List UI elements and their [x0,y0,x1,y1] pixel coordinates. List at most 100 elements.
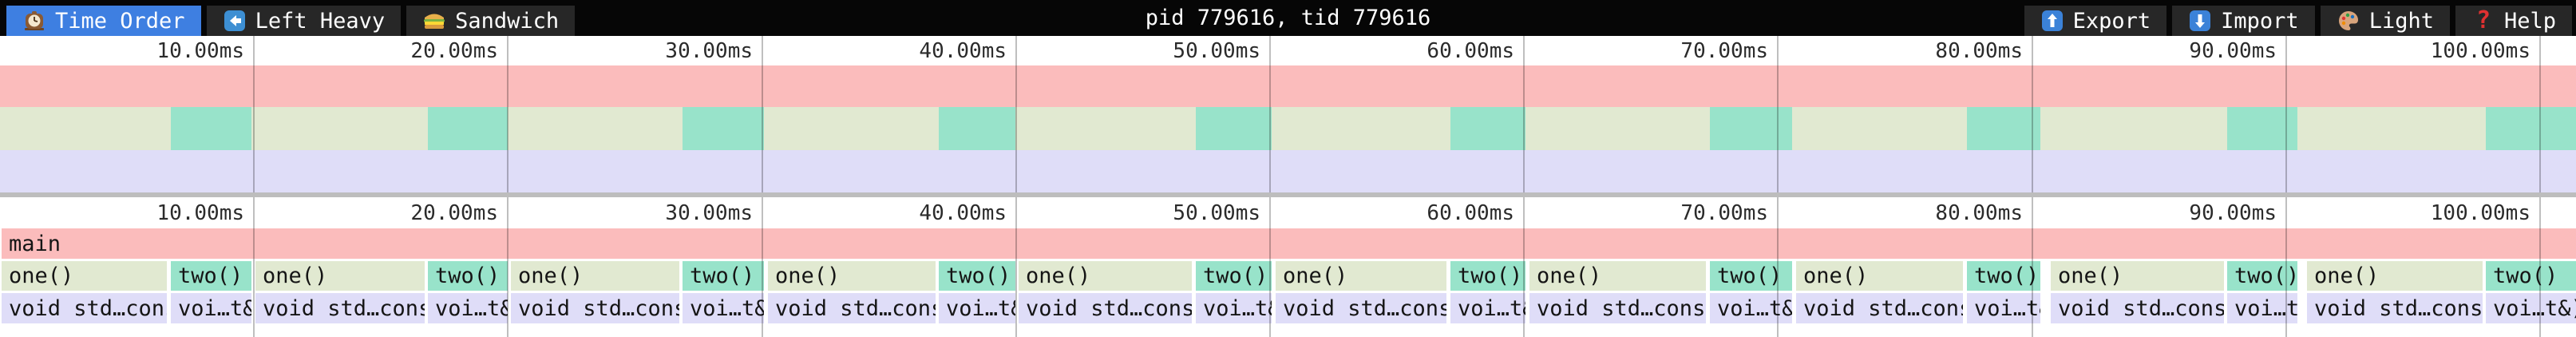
tab-label: Sandwich [455,8,560,34]
minimap-band-mid [0,107,2576,150]
tab-time-order[interactable]: Time Order [6,6,201,36]
minimap-two-segment [939,107,1015,150]
ruler-tick-label: 50.00ms [1173,38,1260,63]
clock-icon [22,9,46,33]
flame-cell-two[interactable]: two() [428,261,508,291]
flame-cell-one[interactable]: one() [511,261,679,291]
ruler-tick-label: 20.00ms [410,200,498,225]
flame-cell-one[interactable]: one() [1276,261,1446,291]
flame-cell-leaf[interactable]: voi…t&) [939,293,1015,323]
palette-icon [2337,9,2360,33]
ruler-tick-label: 70.00ms [1680,38,1768,63]
help-icon: ? [2475,6,2491,34]
flame-cell-leaf[interactable]: void std…const&) [2051,293,2224,323]
ruler-tick-label: 10.00ms [156,38,244,63]
flame-cell-two[interactable]: two() [2227,261,2297,291]
help-button[interactable]: ? Help [2455,6,2572,36]
flame-cell-leaf[interactable]: void std…const&) [2307,293,2483,323]
tab-left-heavy[interactable]: Left Heavy [206,6,402,36]
minimap-two-segment [2227,107,2297,150]
flame-cell-one[interactable]: one() [2,261,167,291]
flame-cell-one[interactable]: one() [1019,261,1192,291]
minimap-two-segment [1710,107,1792,150]
flame-row-mid: one() two() one() two() one() two() one() two()… [0,261,2576,291]
ruler-tick-label: 90.00ms [2189,38,2277,63]
minimap-band-leaf [0,150,2576,192]
flame-cell-leaf[interactable]: void std…const&) [1529,293,1706,323]
flame-cell-leaf[interactable]: void std…const&) [1796,293,1963,323]
flame-cell-leaf[interactable]: void std…const&) [255,293,425,323]
flame-cell-two[interactable]: two() [1450,261,1525,291]
flame-cell-leaf[interactable]: voi…t&) [683,293,764,323]
ruler-tick-label: 60.00ms [1426,200,1514,225]
flame-cell-leaf[interactable]: void std…const&) [768,293,936,323]
minimap-two-segment [2486,107,2576,150]
minimap[interactable] [0,65,2576,192]
flame-cell-one[interactable]: one() [2307,261,2483,291]
action-label: Light [2368,8,2434,34]
flame-time-ruler: 10.00ms 20.00ms 30.00ms 40.00ms 50.00ms 60.00… [0,197,2576,228]
import-icon [2188,9,2212,33]
flame-cell-two[interactable]: two() [171,261,251,291]
tab-sandwich[interactable]: Sandwich [406,6,576,36]
flame-cell-two[interactable]: two() [939,261,1015,291]
ruler-tick-label: 50.00ms [1173,200,1260,225]
action-label: Import [2221,8,2299,34]
left-arrow-icon [223,9,247,33]
flame-cell-two[interactable]: two() [1967,261,2040,291]
action-label: Export [2072,8,2151,34]
theme-toggle-button[interactable]: Light [2320,6,2450,36]
flame-cell-leaf[interactable]: void std…const&) [1276,293,1446,323]
flame-cell-one[interactable]: one() [255,261,425,291]
minimap-two-segment [683,107,764,150]
flame-row-leaf: void std…const&)voi…t&)void std…const&)v… [0,293,2576,323]
ruler-tick-label: 80.00ms [1935,38,2023,63]
flame-cell-leaf[interactable]: voi…t&) [2486,293,2576,323]
ruler-tick-label: 100.00ms [2430,38,2530,63]
flame-cell-leaf[interactable]: voi…t&) [171,293,251,323]
flame-cell-two[interactable]: two() [683,261,764,291]
toolbar: Time Order Left Heavy [0,0,2576,36]
ruler-tick-label: 40.00ms [919,38,1007,63]
flame-cell-one[interactable]: one() [768,261,936,291]
flamegraph: main one() two() one() two() one() two() one()… [0,228,2576,337]
toolbar-actions: Export Import [2024,6,2572,36]
flame-cell-leaf[interactable]: voi…t&) [2227,293,2297,323]
import-button[interactable]: Import [2172,6,2315,36]
flame-cell-two[interactable]: two() [1710,261,1792,291]
tab-label: Left Heavy [255,8,386,34]
minimap-divider [0,192,2576,197]
flame-cell-two[interactable]: two() [2486,261,2576,291]
ruler-tick-label: 30.00ms [665,38,753,63]
flame-cell-leaf[interactable]: void std…const&) [511,293,679,323]
ruler-tick-label: 100.00ms [2430,200,2530,225]
sandwich-icon [422,9,446,33]
action-label: Help [2503,8,2556,34]
minimap-two-segment [171,107,251,150]
flame-row-main: main [0,228,2576,259]
flame-cell-main[interactable]: main [2,228,2576,259]
ruler-tick-label: 10.00ms [156,200,244,225]
ruler-tick-label: 20.00ms [410,38,498,63]
ruler-tick-label: 40.00ms [919,200,1007,225]
view-tabs: Time Order Left Heavy [6,6,576,36]
flame-cell-leaf[interactable]: voi…t&) [1450,293,1525,323]
flame-cell-one[interactable]: one() [2051,261,2224,291]
minimap-two-segment [1196,107,1272,150]
flame-cell-leaf[interactable]: void std…const&) [1019,293,1192,323]
flame-cell-one[interactable]: one() [1796,261,1963,291]
ruler-tick-label: 30.00ms [665,200,753,225]
flame-cell-leaf[interactable]: voi…t&) [1710,293,1792,323]
flame-cell-leaf[interactable]: voi…t&) [1196,293,1272,323]
flame-cell-leaf[interactable]: voi…t&) [428,293,508,323]
tab-label: Time Order [55,8,185,34]
export-button[interactable]: Export [2024,6,2167,36]
flame-cell-one[interactable]: one() [1529,261,1706,291]
flame-cell-leaf[interactable]: voi…t&) [1967,293,2040,323]
ruler-tick-label: 60.00ms [1426,38,1514,63]
minimap-band-main [0,65,2576,107]
flame-cell-leaf[interactable]: void std…const&) [2,293,167,323]
minimap-two-segment [1967,107,2040,150]
flame-cell-two[interactable]: two() [1196,261,1272,291]
